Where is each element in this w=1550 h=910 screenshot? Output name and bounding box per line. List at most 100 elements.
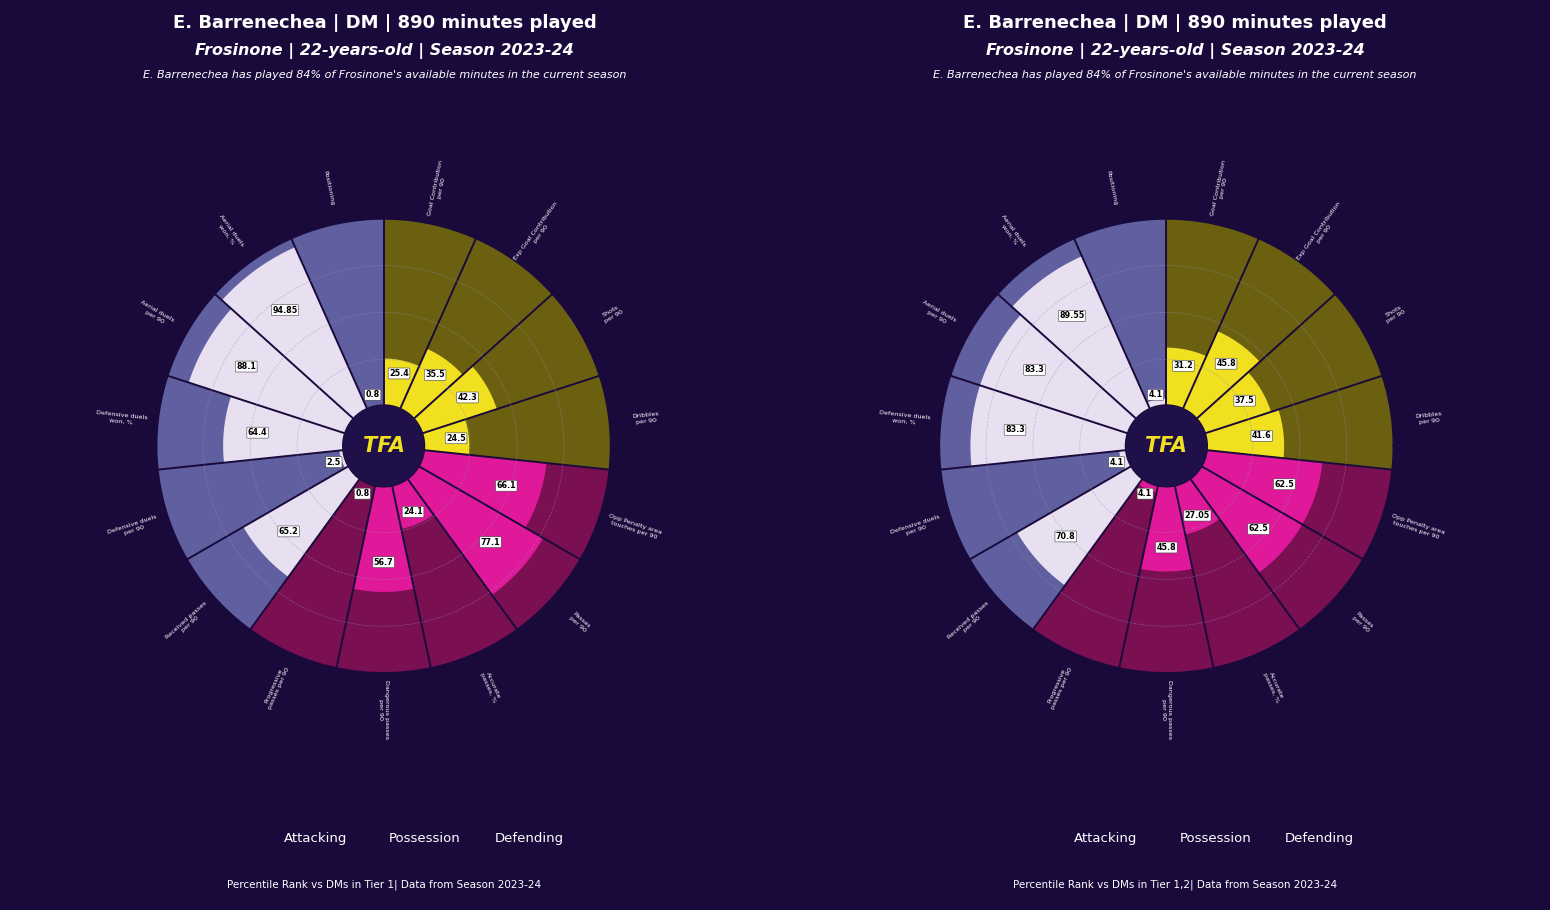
- Text: Possession: Possession: [389, 832, 460, 844]
- Text: Positioning: Positioning: [322, 170, 335, 206]
- Polygon shape: [414, 366, 498, 433]
- Polygon shape: [414, 294, 600, 433]
- Polygon shape: [158, 450, 349, 560]
- Text: 88.1: 88.1: [236, 362, 256, 371]
- Text: 27.05: 27.05: [1184, 511, 1211, 521]
- Text: 66.1: 66.1: [496, 481, 516, 490]
- Text: Dangerous passes
per 90: Dangerous passes per 90: [378, 680, 389, 739]
- Text: E. Barrenechea | DM | 890 minutes played: E. Barrenechea | DM | 890 minutes played: [963, 14, 1387, 32]
- Circle shape: [1127, 406, 1206, 486]
- Polygon shape: [167, 294, 353, 433]
- Text: Defensive duels
won, %: Defensive duels won, %: [95, 410, 147, 427]
- Text: 89.55: 89.55: [1059, 311, 1085, 320]
- Polygon shape: [1032, 478, 1158, 668]
- Text: Dribbles
per 90: Dribbles per 90: [632, 411, 660, 425]
- Polygon shape: [243, 466, 360, 577]
- Text: Shots
per 90: Shots per 90: [1383, 304, 1406, 324]
- Polygon shape: [188, 466, 360, 630]
- Polygon shape: [1175, 478, 1300, 668]
- Text: 83.3: 83.3: [1004, 426, 1025, 434]
- Polygon shape: [1183, 331, 1260, 420]
- Polygon shape: [941, 450, 1132, 560]
- Polygon shape: [1175, 478, 1220, 534]
- Text: 4.1: 4.1: [1138, 490, 1152, 498]
- Text: 65.2: 65.2: [279, 527, 299, 536]
- Text: Shots
per 90: Shots per 90: [600, 304, 623, 324]
- Polygon shape: [1119, 450, 1132, 470]
- Text: 0.8: 0.8: [355, 490, 369, 498]
- Text: Accurate
passes, %: Accurate passes, %: [479, 670, 502, 703]
- Text: Passes
per 90: Passes per 90: [567, 611, 591, 633]
- Polygon shape: [1183, 238, 1335, 420]
- Text: Defensive duels
won, %: Defensive duels won, %: [877, 410, 930, 427]
- Text: Aerial duels
won, %: Aerial duels won, %: [997, 214, 1028, 251]
- Polygon shape: [223, 396, 346, 462]
- Polygon shape: [422, 376, 611, 470]
- Text: Frosinone | 22-years-old | Season 2023-24: Frosinone | 22-years-old | Season 2023-2…: [195, 43, 574, 59]
- Polygon shape: [250, 478, 375, 668]
- Text: 25.4: 25.4: [389, 369, 409, 378]
- Text: 41.6: 41.6: [1252, 431, 1271, 440]
- Polygon shape: [1074, 218, 1166, 410]
- Polygon shape: [392, 478, 518, 668]
- Text: E. Barrenechea has played 84% of Frosinone's available minutes in the current se: E. Barrenechea has played 84% of Frosino…: [933, 70, 1417, 80]
- Text: 4.1: 4.1: [1149, 390, 1162, 399]
- Circle shape: [344, 406, 423, 486]
- Text: 35.5: 35.5: [425, 370, 445, 379]
- Polygon shape: [939, 376, 1128, 470]
- Text: Positioning: Positioning: [1105, 170, 1118, 206]
- Text: Goal Contribution
per 90: Goal Contribution per 90: [1211, 159, 1232, 217]
- Text: 2.5: 2.5: [327, 458, 341, 467]
- Text: 94.85: 94.85: [273, 306, 298, 315]
- Polygon shape: [400, 238, 552, 420]
- Polygon shape: [408, 466, 580, 630]
- Text: Aerial duels
won, %: Aerial duels won, %: [214, 214, 245, 251]
- Polygon shape: [189, 308, 353, 433]
- Text: 64.4: 64.4: [248, 429, 268, 437]
- Text: 0.8: 0.8: [366, 390, 380, 399]
- Text: Exp Goal Contribution
per 90: Exp Goal Contribution per 90: [513, 201, 564, 265]
- Text: 70.8: 70.8: [1056, 532, 1076, 541]
- Polygon shape: [360, 478, 375, 486]
- Text: TFA: TFA: [363, 436, 405, 456]
- Text: 42.3: 42.3: [457, 393, 477, 402]
- Text: Progressive
passes per 90: Progressive passes per 90: [262, 664, 290, 710]
- Polygon shape: [408, 466, 542, 595]
- Text: Passes
per 90: Passes per 90: [1350, 611, 1373, 633]
- Polygon shape: [422, 420, 470, 455]
- Polygon shape: [970, 466, 1142, 630]
- Text: Exp Goal Contribution
per 90: Exp Goal Contribution per 90: [1296, 201, 1347, 265]
- Polygon shape: [950, 294, 1136, 433]
- Text: 62.5: 62.5: [1249, 524, 1268, 533]
- Polygon shape: [1141, 485, 1192, 571]
- Polygon shape: [367, 405, 384, 410]
- Polygon shape: [339, 450, 349, 468]
- Polygon shape: [1190, 466, 1302, 573]
- Polygon shape: [418, 450, 609, 560]
- Polygon shape: [353, 485, 414, 592]
- Polygon shape: [1012, 257, 1150, 420]
- Polygon shape: [1119, 485, 1214, 673]
- Polygon shape: [1017, 466, 1142, 585]
- Text: E. Barrenechea has played 84% of Frosinone's available minutes in the current se: E. Barrenechea has played 84% of Frosino…: [143, 70, 626, 80]
- Text: 24.5: 24.5: [446, 434, 467, 443]
- Polygon shape: [215, 238, 367, 420]
- Text: 37.5: 37.5: [1235, 396, 1254, 405]
- Polygon shape: [1204, 376, 1393, 470]
- Text: E. Barrenechea | DM | 890 minutes played: E. Barrenechea | DM | 890 minutes played: [172, 14, 597, 32]
- Text: 62.5: 62.5: [1274, 480, 1294, 489]
- Polygon shape: [157, 376, 346, 470]
- Text: Dangerous passes
per 90: Dangerous passes per 90: [1161, 680, 1172, 739]
- Polygon shape: [1166, 348, 1206, 410]
- Text: TFA: TFA: [1145, 436, 1187, 456]
- Text: 56.7: 56.7: [374, 558, 394, 567]
- Polygon shape: [1139, 478, 1158, 492]
- Text: Aerial duels
per 90: Aerial duels per 90: [919, 300, 958, 329]
- Text: Percentile Rank vs DMs in Tier 1| Data from Season 2023-24: Percentile Rank vs DMs in Tier 1| Data f…: [228, 879, 541, 890]
- Text: Frosinone | 22-years-old | Season 2023-24: Frosinone | 22-years-old | Season 2023-2…: [986, 43, 1364, 59]
- Text: 45.8: 45.8: [1156, 543, 1176, 552]
- Text: Received passes
per 90: Received passes per 90: [947, 601, 994, 644]
- Text: Attacking: Attacking: [284, 832, 347, 844]
- Text: Defending: Defending: [1285, 832, 1355, 844]
- Polygon shape: [384, 359, 418, 410]
